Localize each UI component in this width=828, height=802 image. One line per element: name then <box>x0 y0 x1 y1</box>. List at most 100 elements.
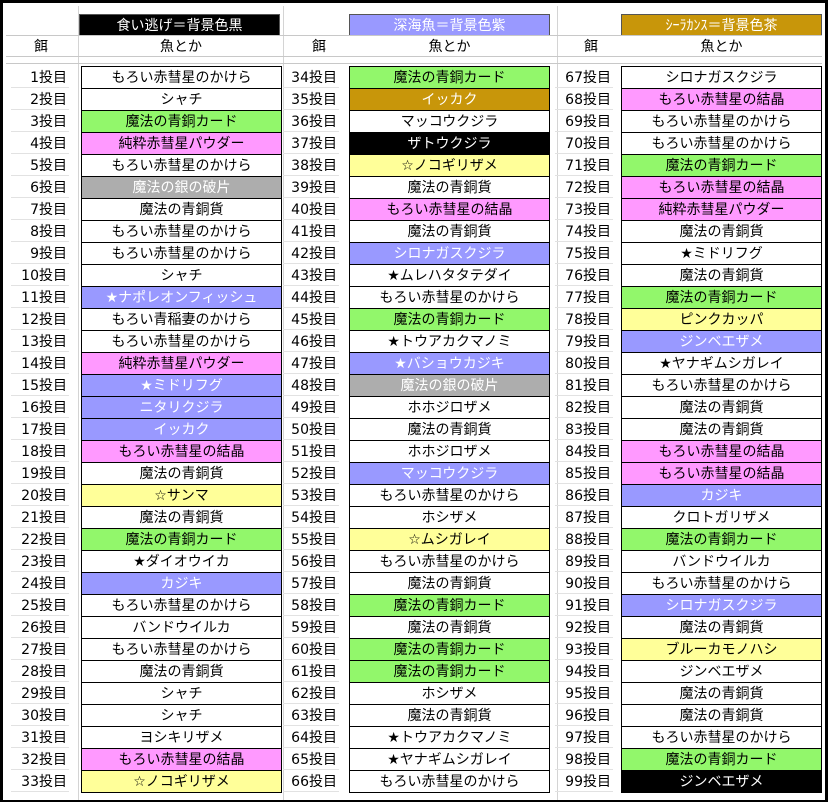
row-number: 85投目 <box>555 462 613 484</box>
gridline <box>78 6 79 800</box>
header-fish: 魚とか <box>428 39 471 55</box>
row-number: 49投目 <box>283 396 339 418</box>
table-row: 58投目 魔法の青銅カード <box>283 594 550 617</box>
fish-cell: ホシザメ <box>349 506 550 529</box>
row-number: 18投目 <box>11 440 69 462</box>
row-number: 43投目 <box>283 264 339 286</box>
table-row: 38投目 ☆ノコギリザメ <box>283 154 550 177</box>
row-number: 67投目 <box>555 66 613 88</box>
row-number: 70投目 <box>555 132 613 154</box>
row-number: 99投目 <box>555 770 613 792</box>
table-row: 24投目 カジキ <box>11 572 282 595</box>
row-number: 94投目 <box>555 660 613 682</box>
row-number: 14投目 <box>11 352 69 374</box>
table-row: 3投目 魔法の青銅カード <box>11 110 282 133</box>
table-row: 4投目 純粋赤彗星パウダー <box>11 132 282 155</box>
table-row: 11投目 ★ナポレオンフィッシュ <box>11 286 282 309</box>
table-row: 66投目 もろい赤彗星のかけら <box>283 770 550 793</box>
fish-cell: もろい赤彗星の結晶 <box>81 440 282 463</box>
table-row: 37投目 ザトウクジラ <box>283 132 550 155</box>
table-row: 87投目 クロトガリザメ <box>555 506 822 529</box>
row-number: 31投目 <box>11 726 69 748</box>
fish-cell: もろい赤彗星のかけら <box>621 726 822 749</box>
fish-cell: 魔法の青銅貨 <box>81 198 282 221</box>
table-row: 57投目 魔法の青銅貨 <box>283 572 550 595</box>
fish-cell: 純粋赤彗星パウダー <box>621 198 822 221</box>
table-row: 50投目 魔法の青銅貨 <box>283 418 550 441</box>
table-row: 64投目 ★トウアカクマノミ <box>283 726 550 749</box>
fish-cell: ★ダイオウイカ <box>81 550 282 573</box>
fish-cell: もろい赤彗星のかけら <box>81 242 282 265</box>
fish-cell: シャチ <box>81 682 282 705</box>
fish-cell: 純粋赤彗星パウダー <box>81 352 282 375</box>
fish-cell: カジキ <box>621 484 822 507</box>
row-number: 76投目 <box>555 264 613 286</box>
fish-cell: クロトガリザメ <box>621 506 822 529</box>
fish-cell: 魔法の銀の破片 <box>81 176 282 199</box>
fish-cell: 魔法の青銅貨 <box>81 506 282 529</box>
fish-cell: シロナガスクジラ <box>621 66 822 89</box>
row-number: 52投目 <box>283 462 339 484</box>
row-number: 65投目 <box>283 748 339 770</box>
table-row: 27投目 もろい赤彗星のかけら <box>11 638 282 661</box>
row-number: 21投目 <box>11 506 69 528</box>
fish-cell: 魔法の青銅カード <box>81 528 282 551</box>
fish-cell: ニタリクジラ <box>81 396 282 419</box>
fish-cell: ★ミドリフグ <box>81 374 282 397</box>
fish-cell: ★ミドリフグ <box>621 242 822 265</box>
legend-purple: 深海魚＝背景色紫 <box>349 14 550 36</box>
table-row: 73投目 純粋赤彗星パウダー <box>555 198 822 221</box>
table-row: 21投目 魔法の青銅貨 <box>11 506 282 529</box>
fish-cell: 魔法の青銅貨 <box>349 572 550 595</box>
fish-cell: もろい赤彗星の結晶 <box>621 440 822 463</box>
table-row: 1投目 もろい赤彗星のかけら <box>11 66 282 89</box>
header-fish: 魚とか <box>700 39 743 55</box>
table-row: 82投目 魔法の青銅貨 <box>555 396 822 419</box>
table-row: 77投目 魔法の青銅カード <box>555 286 822 309</box>
fish-cell: 魔法の青銅貨 <box>349 616 550 639</box>
row-number: 39投目 <box>283 176 339 198</box>
row-number: 72投目 <box>555 176 613 198</box>
row-number: 66投目 <box>283 770 339 792</box>
row-number: 8投目 <box>11 220 69 242</box>
row-number: 6投目 <box>11 176 69 198</box>
table-row: 90投目 もろい赤彗星のかけら <box>555 572 822 595</box>
row-number: 27投目 <box>11 638 69 660</box>
row-number: 75投目 <box>555 242 613 264</box>
table-row: 10投目 シャチ <box>11 264 282 287</box>
table-row: 12投目 もろい青稲妻のかけら <box>11 308 282 331</box>
fish-cell: イッカク <box>81 418 282 441</box>
row-number: 63投目 <box>283 704 339 726</box>
table-row: 51投目 ホホジロザメ <box>283 440 550 463</box>
row-number: 86投目 <box>555 484 613 506</box>
table-row: 32投目 もろい赤彗星の結晶 <box>11 748 282 771</box>
row-number: 15投目 <box>11 374 69 396</box>
row-number: 79投目 <box>555 330 613 352</box>
table-row: 6投目 魔法の銀の破片 <box>11 176 282 199</box>
fish-cell: ☆ムシガレイ <box>349 528 550 551</box>
fish-cell: 魔法の青銅貨 <box>349 176 550 199</box>
row-number: 96投目 <box>555 704 613 726</box>
fish-cell: 魔法の青銅カード <box>621 154 822 177</box>
fish-cell: ホホジロザメ <box>349 440 550 463</box>
table-row: 41投目 魔法の青銅貨 <box>283 220 550 243</box>
table-row: 94投目 ジンベエザメ <box>555 660 822 683</box>
row-number: 16投目 <box>11 396 69 418</box>
fish-cell: ザトウクジラ <box>349 132 550 155</box>
row-number: 91投目 <box>555 594 613 616</box>
table-row: 54投目 ホシザメ <box>283 506 550 529</box>
table-row: 19投目 魔法の青銅貨 <box>11 462 282 485</box>
fish-cell: もろい赤彗星のかけら <box>81 220 282 243</box>
table-row: 75投目 ★ミドリフグ <box>555 242 822 265</box>
row-number: 9投目 <box>11 242 69 264</box>
table-row: 14投目 純粋赤彗星パウダー <box>11 352 282 375</box>
row-number: 41投目 <box>283 220 339 242</box>
table-row: 25投目 もろい赤彗星のかけら <box>11 594 282 617</box>
table-row: 52投目 マッコウクジラ <box>283 462 550 485</box>
row-number: 83投目 <box>555 418 613 440</box>
row-number: 87投目 <box>555 506 613 528</box>
row-number: 2投目 <box>11 88 69 110</box>
table-row: 53投目 もろい赤彗星のかけら <box>283 484 550 507</box>
table-row: 68投目 もろい赤彗星の結晶 <box>555 88 822 111</box>
row-number: 97投目 <box>555 726 613 748</box>
